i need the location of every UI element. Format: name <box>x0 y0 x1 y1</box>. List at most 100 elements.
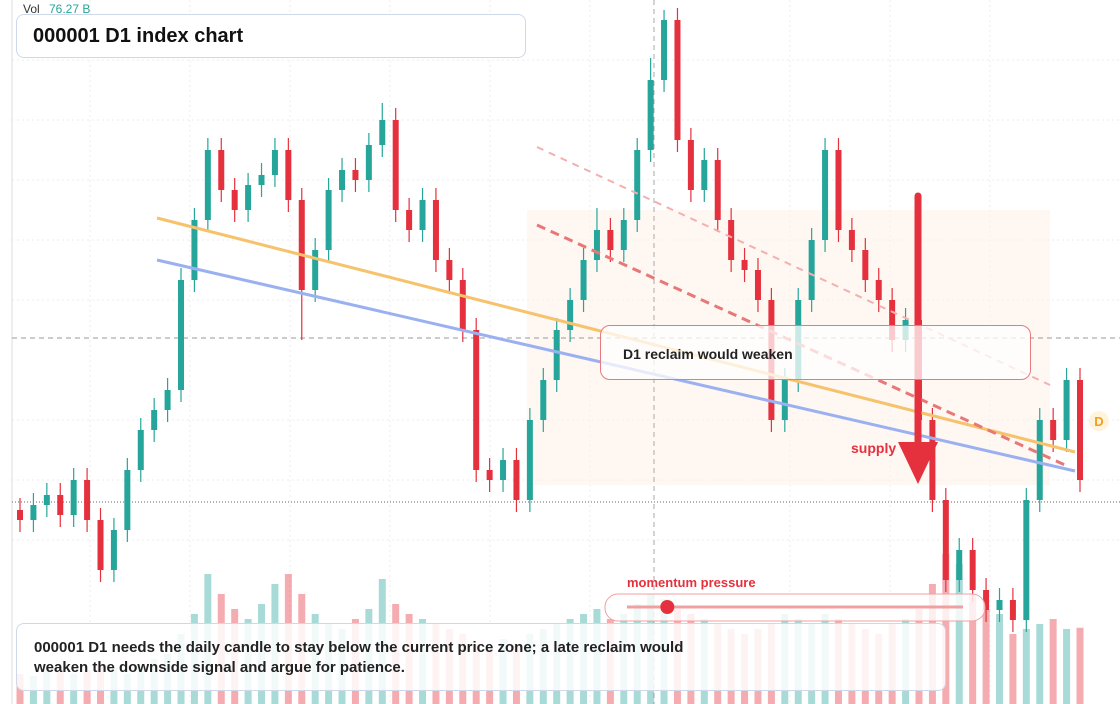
candle-body <box>218 150 225 190</box>
candle-body <box>701 160 708 190</box>
candle-body <box>298 200 305 290</box>
volume-bar <box>969 594 977 704</box>
candle-body <box>835 150 842 230</box>
candle-body <box>983 590 990 610</box>
title: 000001 D1 index chart <box>16 14 526 58</box>
volume-bar <box>995 614 1003 704</box>
candle-body <box>406 210 413 230</box>
candle-body <box>312 250 319 290</box>
candle-body <box>151 410 158 430</box>
volume-bar <box>1049 619 1057 704</box>
volume-bar <box>955 564 963 704</box>
candle-body <box>822 150 829 240</box>
candle-body <box>754 270 761 300</box>
candle-body <box>500 460 507 480</box>
candle-body <box>728 220 735 260</box>
candle-body <box>647 80 654 150</box>
supply-label: supply <box>851 440 896 456</box>
candle-body <box>942 500 949 580</box>
candle-body <box>178 280 185 390</box>
candle-body <box>580 260 587 300</box>
candle-body <box>231 190 238 210</box>
candle-body <box>1050 420 1057 440</box>
candle-body <box>661 20 668 80</box>
candle-body <box>459 280 466 330</box>
candle-body <box>164 390 171 410</box>
candles <box>17 8 1083 632</box>
volume-bar <box>982 609 990 704</box>
candle-body <box>929 420 936 500</box>
candle-body <box>392 120 399 210</box>
marker-bg <box>1089 411 1109 431</box>
candle-body <box>956 550 963 580</box>
candle-body <box>70 480 77 515</box>
candle-body <box>365 145 372 180</box>
candle-body <box>97 520 104 570</box>
momentum-label: momentum pressure <box>627 575 756 590</box>
candle-body <box>593 230 600 260</box>
volume-bar <box>1022 629 1030 704</box>
momentum-dot <box>660 600 675 614</box>
candle-body <box>862 250 869 280</box>
candle-body <box>271 150 278 175</box>
footer-note: 000001 D1 needs the daily candle to stay… <box>16 623 946 691</box>
candle-body <box>57 495 64 515</box>
candle-body <box>1063 380 1070 440</box>
candle-body <box>996 600 1003 610</box>
footer-text: 000001 D1 needs the daily candle to stay… <box>34 639 684 676</box>
candle-body <box>285 150 292 200</box>
candle-body <box>607 230 614 250</box>
candle-body <box>339 170 346 190</box>
candle-body <box>43 495 50 505</box>
candle-body <box>687 140 694 190</box>
candle-body <box>204 150 211 220</box>
vol-value: 76.27 B <box>49 2 90 16</box>
candle-body <box>419 200 426 230</box>
vol-label: Vol <box>23 2 40 16</box>
candle-body <box>1077 380 1083 480</box>
volume-bar <box>1036 624 1044 704</box>
volume-bar <box>1063 629 1071 704</box>
candle-body <box>969 550 976 590</box>
candle-body <box>1009 600 1016 620</box>
candle-body <box>473 330 480 470</box>
candle-body <box>110 530 117 570</box>
candle-body <box>634 150 641 220</box>
candle-body <box>258 175 265 185</box>
candle-body <box>848 230 855 250</box>
candle-body <box>84 480 91 520</box>
candle-body <box>741 260 748 270</box>
candle-body <box>540 380 547 420</box>
marker: D <box>1094 414 1103 429</box>
candle-body <box>875 280 882 300</box>
candle-body <box>674 20 681 140</box>
candle-body <box>432 200 439 260</box>
candle-body <box>808 240 815 300</box>
candle-body <box>124 470 131 530</box>
candle-body <box>137 430 144 470</box>
volume-bar <box>1009 634 1017 704</box>
candle-body <box>446 260 453 280</box>
candle-body <box>714 160 721 220</box>
candle-body <box>191 220 198 280</box>
candle-body <box>526 420 533 500</box>
candle-body <box>245 185 252 210</box>
candle-body <box>1023 500 1030 620</box>
candle-body <box>567 300 574 330</box>
candle-body <box>17 510 23 520</box>
candle-body <box>325 190 332 250</box>
candle-body <box>30 505 37 520</box>
candle-body <box>379 120 386 145</box>
zone-label: D1 reclaim would weaken <box>600 325 1031 380</box>
candle-body <box>620 220 627 250</box>
candle-body <box>513 460 520 500</box>
arrow-head <box>898 442 938 484</box>
volume-bar <box>1076 627 1084 704</box>
candle-body <box>889 300 896 340</box>
candle-body <box>553 330 560 380</box>
candle-body <box>352 170 359 180</box>
candle-body <box>781 380 788 420</box>
candle-body <box>486 470 493 480</box>
candle-body <box>1036 420 1043 500</box>
